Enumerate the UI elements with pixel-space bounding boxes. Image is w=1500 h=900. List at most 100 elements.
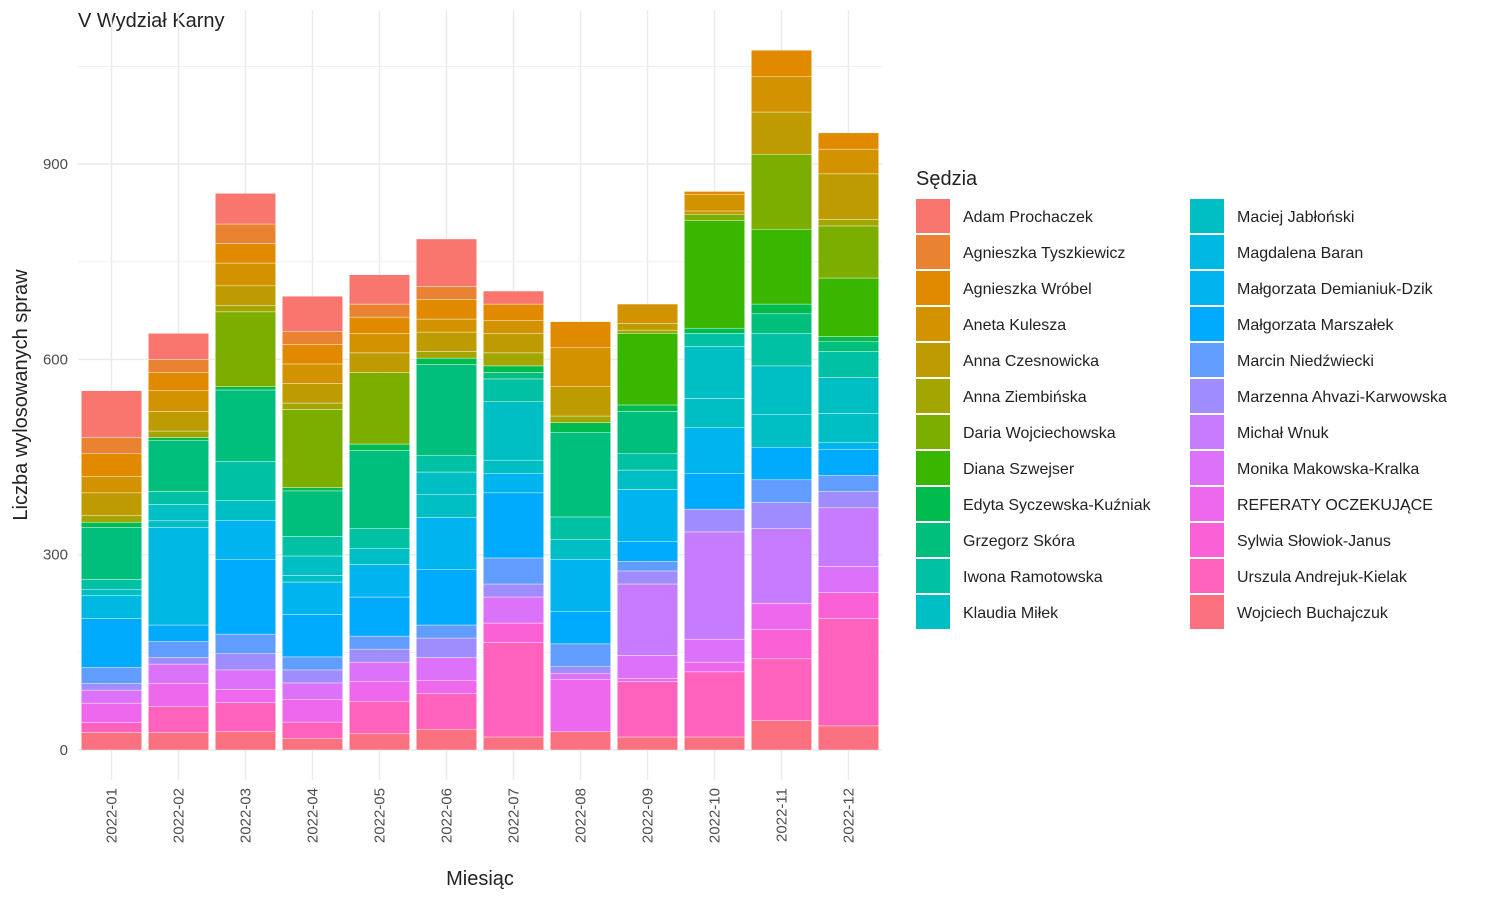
bar-segment bbox=[818, 507, 879, 567]
bar-segment bbox=[751, 154, 812, 230]
chart-title: V Wydział Karny bbox=[78, 10, 225, 32]
bar-segment bbox=[349, 528, 410, 549]
bar-segment bbox=[215, 669, 276, 690]
bar-segment bbox=[349, 443, 410, 451]
bar-segment bbox=[818, 566, 879, 593]
legend-item-label: Edyta Syczewska-Kuźniak bbox=[963, 497, 1152, 514]
bar-segment bbox=[81, 453, 142, 477]
bar-segment bbox=[818, 725, 879, 751]
legend-item-label: REFERATY OCZEKUJĄCE bbox=[1237, 497, 1433, 514]
bar-segment bbox=[751, 365, 812, 415]
bar-segment bbox=[617, 329, 678, 334]
bar-segment bbox=[416, 357, 477, 365]
bar-segment bbox=[81, 390, 142, 438]
bar-segment bbox=[215, 285, 276, 306]
legend-item-label: Monika Makowska-Kralka bbox=[1237, 461, 1419, 478]
legend-item-label: Agnieszka Wróbel bbox=[963, 281, 1092, 298]
bar-segment bbox=[282, 402, 343, 410]
x-tick-label: 2022-02 bbox=[171, 788, 188, 843]
bar-segment bbox=[617, 411, 678, 454]
y-tick-label: 0 bbox=[60, 742, 68, 759]
bar-segment bbox=[81, 527, 142, 580]
bar-segment bbox=[550, 321, 611, 348]
bar-segment bbox=[215, 386, 276, 391]
bar-segment bbox=[349, 596, 410, 637]
bar-segment bbox=[684, 639, 745, 663]
legend-swatch bbox=[1190, 559, 1224, 593]
bar-segment bbox=[617, 678, 678, 682]
bar-segment bbox=[483, 736, 544, 751]
bar-segment bbox=[751, 629, 812, 660]
bar-segment bbox=[550, 672, 611, 680]
bar-segment bbox=[818, 225, 879, 279]
bar-segment bbox=[818, 377, 879, 414]
bar-segment bbox=[148, 440, 209, 492]
legend-swatch bbox=[916, 487, 950, 521]
bar-segment bbox=[416, 286, 477, 300]
bar-segment bbox=[483, 303, 544, 321]
legend-item-label: Grzegorz Skóra bbox=[963, 533, 1075, 550]
legend-swatch bbox=[916, 523, 950, 557]
bar-segment bbox=[282, 614, 343, 658]
legend-swatch bbox=[1190, 235, 1224, 269]
bar-segment bbox=[617, 541, 678, 562]
legend-swatch bbox=[916, 271, 950, 305]
legend-swatch bbox=[1190, 595, 1224, 629]
bar-segment bbox=[81, 732, 142, 751]
bar-segment bbox=[818, 475, 879, 492]
bar-segment bbox=[349, 547, 410, 565]
bar-segment bbox=[751, 447, 812, 481]
x-axis-title: Miesiąc bbox=[446, 868, 514, 890]
x-tick-label: 2022-10 bbox=[707, 788, 724, 843]
bar-segment bbox=[751, 313, 812, 334]
bar-segment bbox=[282, 555, 343, 576]
legend-swatch bbox=[1190, 199, 1224, 233]
bar-segment bbox=[617, 736, 678, 751]
y-axis-title: Liczba wylosowanych spraw bbox=[10, 269, 32, 521]
bar-segment bbox=[282, 331, 343, 345]
bar-segment bbox=[349, 564, 410, 598]
bar-segment bbox=[416, 471, 477, 496]
bar-segment bbox=[818, 413, 879, 443]
bar-segment bbox=[215, 389, 276, 462]
bar-segment bbox=[148, 359, 209, 373]
bar-segment bbox=[282, 738, 343, 751]
bar-segment bbox=[416, 693, 477, 730]
legend-item-label: Wojciech Buchajczuk bbox=[1237, 605, 1389, 622]
legend-swatch bbox=[916, 379, 950, 413]
legend-item-label: Michał Wnuk bbox=[1237, 425, 1330, 442]
legend-swatch bbox=[916, 559, 950, 593]
bar-segment bbox=[751, 76, 812, 113]
bar-segment bbox=[483, 352, 544, 367]
bar-segment bbox=[416, 569, 477, 626]
legend-item-label: Małgorzata Demianiuk-Dzik bbox=[1237, 281, 1434, 298]
bar-segment bbox=[148, 624, 209, 642]
bar-segment bbox=[148, 333, 209, 360]
legend-item-label: Adam Prochaczek bbox=[963, 209, 1094, 226]
bar-segment bbox=[215, 500, 276, 521]
bar-segment bbox=[215, 633, 276, 654]
bar-segment bbox=[349, 661, 410, 682]
bar-segment bbox=[550, 679, 611, 732]
bar-segment bbox=[81, 722, 142, 733]
legend-item-label: Maciej Jabłoński bbox=[1237, 209, 1354, 226]
bar-segment bbox=[684, 333, 745, 347]
legend-title: Sędzia bbox=[916, 168, 978, 190]
bar-segment bbox=[349, 303, 410, 318]
bar-segment bbox=[282, 363, 343, 384]
legend-swatch bbox=[1190, 523, 1224, 557]
bar-segment bbox=[215, 311, 276, 387]
bar-segment bbox=[215, 461, 276, 501]
bar-segment bbox=[349, 352, 410, 373]
bar-segment bbox=[416, 680, 477, 694]
bar-segment bbox=[684, 427, 745, 474]
bar-segment bbox=[282, 699, 343, 723]
legend-item-label: Anna Ziembińska bbox=[963, 389, 1087, 406]
bar-segment bbox=[215, 243, 276, 264]
bar-segment bbox=[751, 528, 812, 604]
x-tick-label: 2022-04 bbox=[305, 788, 322, 843]
bar-segment bbox=[684, 661, 745, 673]
bar-segment bbox=[215, 519, 276, 560]
bar-segment bbox=[416, 728, 477, 751]
legend-item-label: Klaudia Miłek bbox=[963, 605, 1059, 622]
